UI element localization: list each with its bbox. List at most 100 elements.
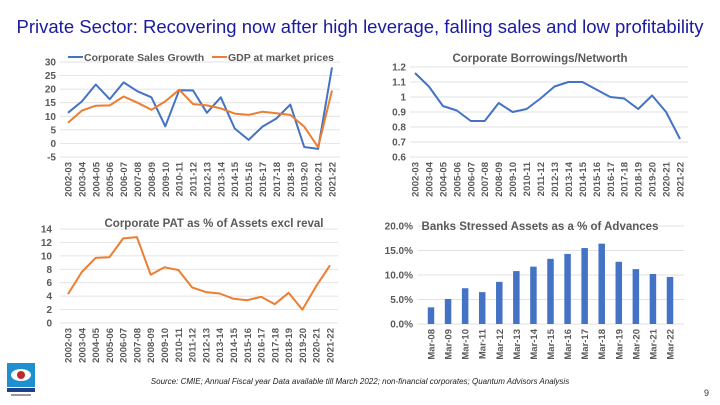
y-tick-label: 6 [46, 278, 52, 289]
x-tick-label: 2017-18 [620, 162, 631, 197]
x-tick-label: Mar-11 [478, 328, 489, 359]
x-tick-label: Mar-12 [495, 329, 506, 360]
y-tick-label: 10 [41, 251, 53, 262]
y-tick-label: 8 [46, 265, 52, 276]
y-tick-label: 20 [45, 85, 57, 96]
x-tick-label: 2011-12 [188, 328, 199, 362]
x-tick-label: 2007-08 [132, 328, 143, 363]
y-tick-label: 0.7 [392, 138, 406, 149]
x-tick-label: 2013-14 [216, 161, 227, 197]
x-tick-label: 2008-09 [146, 328, 157, 363]
x-tick-label: 2010-11 [522, 161, 533, 196]
x-tick-label: 2003-04 [77, 161, 88, 197]
x-tick-label: 2021-22 [676, 162, 687, 197]
y-tick-label: 4 [46, 292, 52, 303]
source-note: Source: CMIE; Annual Fiscal year Data av… [150, 377, 570, 386]
y-tick-label: 14 [41, 225, 53, 236]
legend-label: Corporate Sales Growth [84, 52, 204, 64]
chart-title: Banks Stressed Assets as a % of Advances [422, 221, 659, 233]
x-tick-label: Mar-09 [444, 329, 455, 360]
y-tick-label: 0 [50, 139, 56, 150]
x-tick-label: 2008-09 [147, 162, 158, 197]
x-tick-label: Mar-19 [614, 329, 625, 360]
x-tick-label: 2005-06 [105, 328, 116, 363]
bar [496, 281, 503, 324]
y-tick-label: 2 [46, 305, 52, 316]
x-tick-label: 2017-18 [272, 162, 283, 197]
y-tick-label: 25 [45, 71, 57, 82]
y-tick-label: 12 [41, 238, 53, 249]
legend-label: GDP at market prices [228, 52, 334, 64]
x-tick-label: 2002-03 [411, 162, 422, 197]
x-tick-label: 2015-16 [243, 328, 254, 363]
x-tick-label: 2017-18 [270, 328, 281, 363]
x-tick-label: 2021-22 [328, 162, 339, 197]
y-tick-label: 0.8 [392, 123, 406, 134]
x-tick-label: 2020-21 [312, 327, 323, 363]
x-tick-label: 2019-20 [300, 162, 311, 197]
x-tick-label: 2003-04 [77, 327, 88, 363]
x-tick-label: 2002-03 [64, 328, 75, 363]
x-tick-label: Mar-08 [427, 329, 438, 360]
x-tick-label: 2014-15 [578, 161, 589, 197]
bar [547, 258, 554, 324]
x-tick-label: 2015-16 [244, 162, 255, 197]
x-tick-label: 2014-15 [229, 327, 240, 363]
y-tick-label: 15 [45, 98, 57, 109]
bar [478, 292, 486, 324]
x-tick-label: Mar-15 [546, 328, 557, 359]
x-tick-label: 2014-15 [230, 161, 241, 197]
y-tick-label: 1.1 [392, 78, 406, 89]
x-tick-label: 2006-07 [119, 162, 130, 197]
bar [615, 261, 623, 324]
x-tick-label: Mar-20 [631, 329, 642, 360]
y-tick-label: 10 [45, 112, 57, 123]
x-tick-label: 2021-22 [326, 328, 337, 363]
x-tick-label: Mar-14 [529, 328, 540, 359]
x-tick-label: 2005-06 [452, 162, 463, 197]
x-tick-label: 2019-20 [648, 162, 659, 197]
y-tick-label: 0.6 [392, 153, 406, 164]
x-tick-label: 2008-09 [494, 162, 505, 197]
y-tick-label: 5.0% [390, 295, 413, 306]
y-tick-label: 30 [45, 58, 57, 69]
x-tick-label: 2007-08 [480, 162, 491, 197]
x-tick-label: 2015-16 [592, 162, 603, 197]
x-tick-label: Mar-21 [648, 328, 659, 359]
bar [666, 276, 674, 324]
y-tick-label: 1.2 [392, 63, 406, 74]
x-tick-label: Mar-22 [666, 329, 677, 360]
series-line-0 [67, 236, 331, 311]
y-tick-label: 10.0% [385, 271, 413, 282]
x-tick-label: Mar-10 [461, 329, 472, 360]
x-tick-label: 2019-20 [298, 328, 309, 363]
y-tick-label: 15.0% [385, 246, 413, 257]
x-tick-label: 2013-14 [564, 161, 575, 197]
y-tick-label: 0.0% [390, 320, 413, 331]
y-tick-label: 5 [50, 125, 56, 136]
chart-title: Corporate Borrowings/Networth [452, 53, 627, 65]
y-tick-label: 0.9 [392, 108, 406, 119]
bar [581, 248, 588, 324]
page-number: 9 [704, 388, 710, 398]
x-tick-label: 2004-05 [91, 327, 102, 363]
y-tick-label: -5 [47, 153, 56, 164]
x-tick-label: Mar-18 [597, 329, 608, 360]
x-tick-label: 2011-12 [536, 162, 547, 196]
x-tick-label: 2009-10 [160, 328, 171, 363]
bar [564, 253, 571, 324]
x-tick-label: 2020-21 [662, 161, 673, 197]
x-tick-label: 2009-10 [161, 162, 172, 197]
x-tick-label: 2018-19 [284, 328, 295, 363]
x-tick-label: 2013-14 [215, 327, 226, 363]
x-tick-label: 2016-17 [258, 162, 269, 197]
x-tick-label: 2012-13 [202, 162, 213, 197]
x-tick-label: 2012-13 [201, 328, 212, 363]
series-line-0 [414, 72, 681, 140]
x-tick-label: 2018-19 [286, 162, 297, 197]
x-tick-label: 2009-10 [508, 162, 519, 197]
x-tick-label: 2010-11 [175, 161, 186, 196]
x-tick-label: 2018-19 [634, 162, 645, 197]
